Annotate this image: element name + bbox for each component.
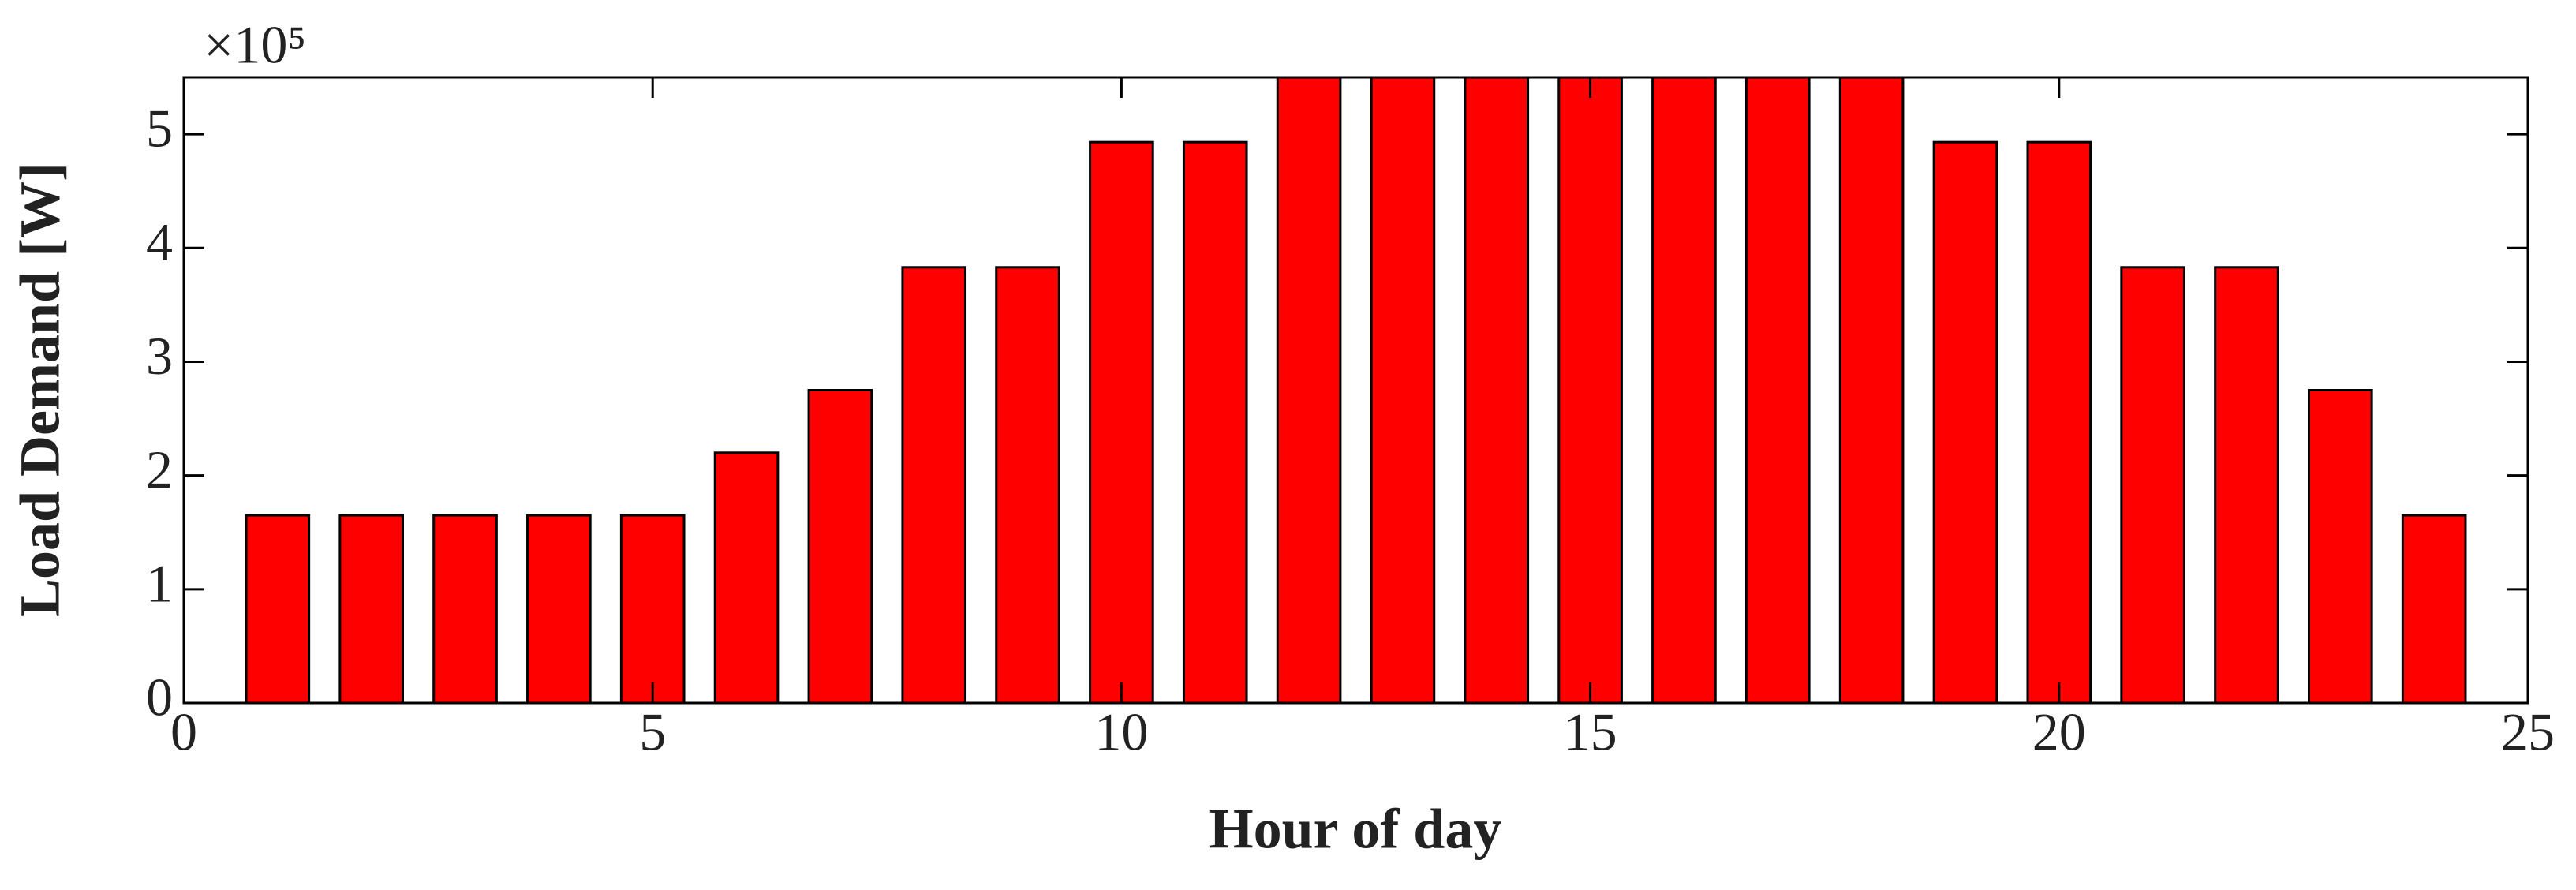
bar: [2308, 389, 2373, 705]
bar: [1651, 76, 1717, 705]
bar: [2026, 140, 2092, 705]
x-tick-label: 15: [1564, 702, 1617, 762]
bar: [1464, 76, 1530, 705]
y-multiplier: ×10⁵: [204, 15, 306, 75]
bar: [1089, 140, 1154, 705]
bar: [1744, 76, 1811, 705]
bar: [526, 514, 592, 705]
x-tick-label: 0: [170, 702, 197, 762]
bar: [2401, 514, 2467, 705]
bar: [1276, 76, 1342, 705]
bar: [1557, 76, 1623, 705]
bar: [713, 451, 780, 705]
bar: [2214, 266, 2279, 705]
bar: [1838, 76, 1905, 705]
y-tick-label: 4: [146, 212, 173, 272]
bar: [432, 514, 498, 705]
bar: [995, 266, 1060, 705]
x-tick-label: 25: [2501, 702, 2555, 762]
bar: [245, 514, 311, 705]
bar: [1932, 140, 1998, 705]
x-tick-label: 10: [1094, 702, 1148, 762]
y-axis-label: Load Demand [W]: [9, 163, 72, 617]
bar: [1370, 76, 1436, 705]
y-tick-label: 1: [146, 553, 173, 613]
bar: [901, 266, 967, 705]
y-tick-label: 3: [146, 326, 173, 386]
x-tick-label: 5: [639, 702, 666, 762]
plot-frame: [182, 76, 2529, 705]
bar: [807, 389, 873, 705]
bar: [2120, 266, 2185, 705]
bar: [338, 514, 404, 705]
y-tick-label: 2: [146, 439, 173, 499]
x-axis-label: Hour of day: [1209, 798, 1502, 861]
x-tick-label: 20: [2032, 702, 2086, 762]
bar: [619, 514, 686, 705]
y-tick-label: 5: [146, 99, 173, 159]
y-tick-label: 0: [146, 668, 173, 727]
bar: [1182, 140, 1248, 705]
